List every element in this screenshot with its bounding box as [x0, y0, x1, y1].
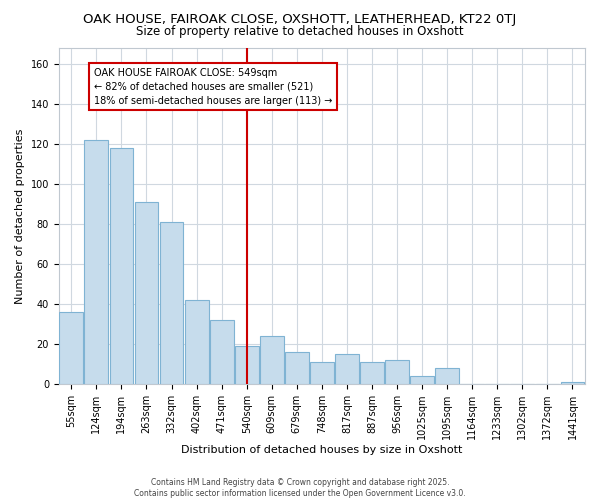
Bar	[210, 320, 233, 384]
Bar	[285, 352, 309, 384]
Y-axis label: Number of detached properties: Number of detached properties	[15, 128, 25, 304]
Bar	[410, 376, 434, 384]
Bar	[85, 140, 108, 384]
Bar	[110, 148, 133, 384]
Bar	[335, 354, 359, 384]
Bar	[360, 362, 384, 384]
Text: Contains HM Land Registry data © Crown copyright and database right 2025.
Contai: Contains HM Land Registry data © Crown c…	[134, 478, 466, 498]
Bar	[185, 300, 209, 384]
Bar	[560, 382, 584, 384]
Bar	[59, 312, 83, 384]
Bar	[235, 346, 259, 384]
Text: Size of property relative to detached houses in Oxshott: Size of property relative to detached ho…	[136, 25, 464, 38]
Bar	[435, 368, 459, 384]
Bar	[134, 202, 158, 384]
Bar	[310, 362, 334, 384]
Text: OAK HOUSE, FAIROAK CLOSE, OXSHOTT, LEATHERHEAD, KT22 0TJ: OAK HOUSE, FAIROAK CLOSE, OXSHOTT, LEATH…	[83, 12, 517, 26]
X-axis label: Distribution of detached houses by size in Oxshott: Distribution of detached houses by size …	[181, 445, 463, 455]
Bar	[385, 360, 409, 384]
Bar	[160, 222, 184, 384]
Text: OAK HOUSE FAIROAK CLOSE: 549sqm
← 82% of detached houses are smaller (521)
18% o: OAK HOUSE FAIROAK CLOSE: 549sqm ← 82% of…	[94, 68, 332, 106]
Bar	[260, 336, 284, 384]
